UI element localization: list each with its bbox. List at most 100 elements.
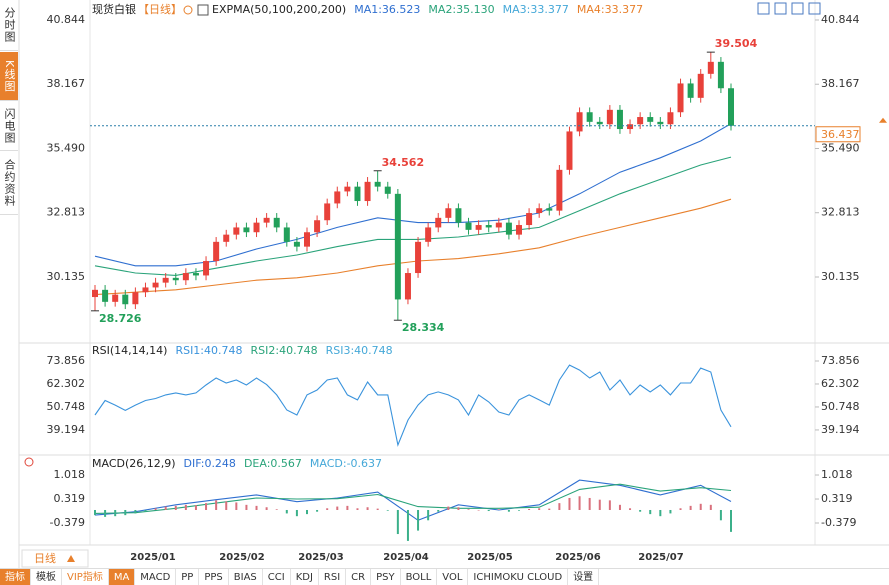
y-tick-label-right: 50.748 — [821, 400, 860, 413]
sidebar-tab[interactable]: 闪电图 — [0, 102, 18, 151]
macd-bar — [104, 509, 107, 517]
settings-icon[interactable] — [24, 457, 34, 467]
candle-body — [657, 121, 664, 125]
macd-bar — [316, 509, 319, 512]
macd-bar — [689, 505, 692, 510]
toolbar-item[interactable]: 模板 — [31, 569, 62, 585]
candle-body — [495, 222, 502, 228]
macd-bar — [669, 509, 672, 514]
period-button-box[interactable] — [21, 549, 89, 568]
macd-bar — [306, 509, 308, 515]
candle-body — [475, 225, 482, 230]
toolbar-item[interactable]: 设置 — [568, 569, 600, 585]
candle-body — [576, 112, 583, 132]
macd-bar — [487, 509, 490, 512]
macd-bar — [528, 508, 531, 510]
y-tick-label-right: 1.018 — [821, 468, 853, 481]
toolbar-item[interactable]: VIP指标 — [62, 569, 109, 585]
candle-body — [172, 277, 179, 281]
macd-bar — [447, 506, 450, 510]
toolbar-item[interactable]: RSI — [319, 569, 347, 585]
toolbar-item[interactable]: PSY — [371, 569, 401, 585]
macd-bar — [568, 497, 571, 510]
candle-body — [293, 241, 300, 247]
macd-bar — [154, 508, 157, 510]
macd-bar — [598, 499, 601, 510]
candle-body — [223, 234, 230, 242]
legend-entry: MA4:33.377 — [577, 3, 643, 16]
macd-bar — [164, 506, 167, 510]
candle-body — [92, 289, 98, 298]
y-tick-label-right: 73.856 — [821, 354, 860, 367]
sidebar-tab[interactable]: 分时图 — [0, 0, 18, 51]
macd-bar — [235, 502, 238, 510]
macd-bar — [457, 507, 460, 510]
candle-body — [415, 241, 422, 274]
indicator-icon — [197, 4, 209, 16]
candle-body — [586, 112, 593, 122]
toolbar-item[interactable]: VOL — [437, 569, 469, 585]
candle-body — [546, 208, 553, 211]
macd-bar — [114, 509, 117, 517]
candle-body — [435, 217, 442, 228]
macd-bar — [719, 509, 722, 521]
toolbar-item[interactable]: BOLL — [401, 569, 438, 585]
x-tick-label: 2025/03 — [298, 552, 343, 563]
legend-entry: MA1:36.523 — [354, 3, 420, 16]
macd-bar — [497, 509, 500, 510]
macd-bar — [467, 509, 470, 510]
toolbar-item[interactable]: CR — [346, 569, 372, 585]
candle-body — [516, 225, 522, 235]
toolbar-item[interactable]: MACD — [135, 569, 177, 585]
toolbar-icons[interactable] — [757, 2, 821, 15]
candle-body — [132, 292, 139, 305]
candle-body — [667, 112, 674, 125]
toolbar: 指标 模板 VIP指标 MA MACD PP PPS BIAS CCI KDJ RSI CR PSY BO… — [0, 568, 889, 585]
toolbar-item[interactable]: ICHIMOKU CLOUD — [468, 569, 569, 585]
macd-bar — [427, 509, 430, 521]
sidebar-tab[interactable]: 合约资料 — [0, 152, 18, 215]
toolbar-item[interactable]: MA — [108, 569, 136, 585]
macd-bar — [518, 509, 520, 511]
macd-bar — [406, 509, 409, 541]
macd-bar — [396, 509, 399, 535]
y-tick-label: 0.319 — [54, 492, 86, 505]
x-tick-label: 2025/04 — [383, 552, 428, 563]
macd-bar — [679, 508, 682, 510]
period-label: 【日线】 — [138, 2, 182, 16]
toolbar-item[interactable]: PP — [176, 569, 200, 585]
macd-bar — [639, 509, 642, 512]
candle-body — [647, 117, 654, 122]
toolbar-item[interactable]: BIAS — [229, 569, 263, 585]
instrument-title: 现货白银 — [92, 2, 136, 16]
indicator-line — [94, 123, 732, 267]
candle-body — [717, 61, 724, 89]
toolbar-item[interactable]: CCI — [263, 569, 291, 585]
y-tick-label: 40.844 — [47, 13, 86, 26]
macd-bar — [134, 509, 137, 514]
x-tick-label: 2025/05 — [467, 552, 512, 563]
y-tick-label: -0.379 — [50, 516, 85, 529]
candle-body — [233, 227, 240, 235]
toolbar-item[interactable]: PPS — [199, 569, 229, 585]
legend-entry: RSI1:40.748 — [175, 344, 242, 357]
toolbar-item[interactable]: KDJ — [291, 569, 319, 585]
candle-body — [112, 294, 119, 302]
macd-bar — [144, 509, 147, 512]
sidebar-tab-active[interactable]: K线图 — [0, 52, 18, 101]
y-tick-label: 38.167 — [47, 77, 86, 90]
y-tick-label: 39.194 — [47, 423, 86, 436]
candle-body — [404, 273, 411, 300]
candle-body — [627, 124, 634, 130]
macd-bar — [608, 500, 611, 510]
candle-body — [536, 208, 543, 214]
y-tick-label: 73.856 — [47, 354, 86, 367]
toolbar-item[interactable]: 指标 — [0, 569, 31, 585]
macd-bar — [205, 503, 208, 510]
candle-body — [465, 222, 472, 230]
candle-body — [707, 61, 714, 74]
y-tick-label: 62.302 — [47, 377, 86, 390]
period-button[interactable]: 日线 — [34, 551, 56, 565]
macd-bar — [386, 509, 389, 511]
